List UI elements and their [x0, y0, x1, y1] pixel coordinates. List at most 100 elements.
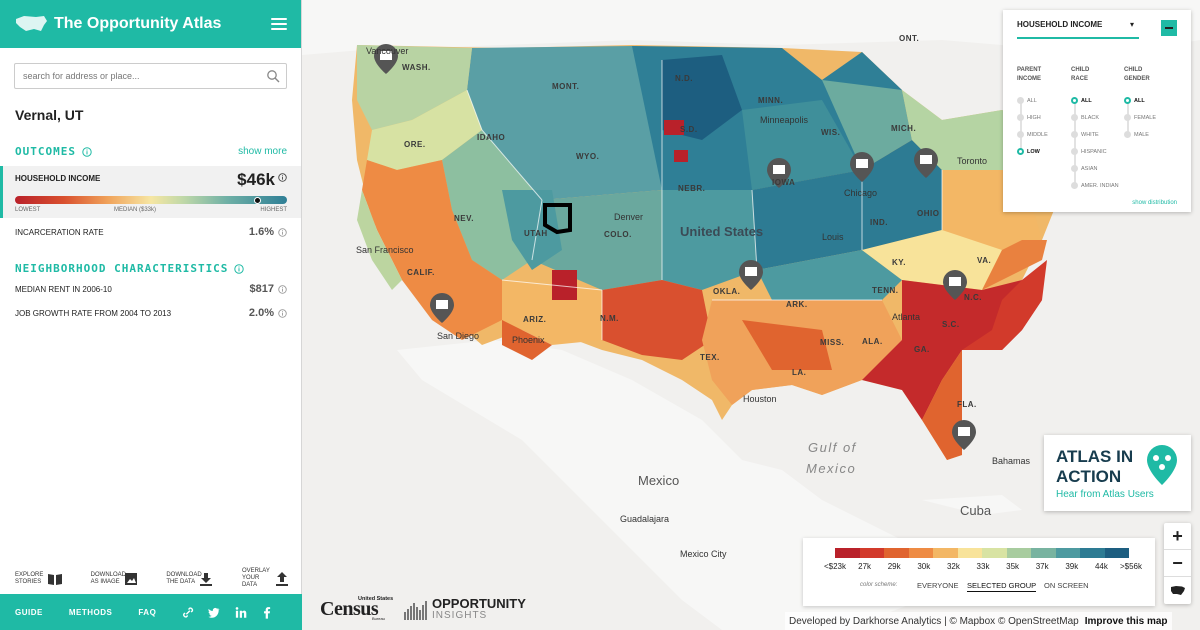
filter-option[interactable]: WHITE — [1071, 130, 1119, 147]
filter-option[interactable]: AMER. INDIAN — [1071, 181, 1119, 198]
country-label: Mexico — [638, 473, 680, 488]
color-scheme-on-screen[interactable]: ON SCREEN — [1044, 581, 1089, 590]
filter-option[interactable]: HISPANIC — [1071, 147, 1119, 164]
filter-option[interactable]: ASIAN — [1071, 164, 1119, 181]
filter-option[interactable]: FEMALE — [1124, 113, 1156, 130]
info-icon[interactable] — [278, 284, 287, 294]
color-scheme-selected-group[interactable]: SELECTED GROUP — [967, 581, 1037, 592]
state-label: IDAHO — [477, 133, 506, 142]
outcome-household-income[interactable]: HOUSEHOLD INCOME $46k LOWEST MEDIAN ($33… — [0, 166, 301, 218]
state-label: ARK. — [786, 300, 808, 309]
info-icon[interactable] — [278, 227, 287, 237]
minimize-panel-button[interactable] — [1161, 20, 1177, 36]
zoom-out-button[interactable]: − — [1164, 550, 1191, 577]
state-label: OKLA. — [713, 287, 741, 296]
legend-swatch — [982, 548, 1007, 558]
facebook-icon[interactable] — [261, 606, 273, 619]
download-data-button[interactable]: DOWNLOAD THE DATA — [166, 568, 214, 589]
explore-stories-button[interactable]: EXPLORE STORIES — [15, 568, 63, 589]
state-label: TEX. — [700, 353, 720, 362]
overlay-data-button[interactable]: OVERLAY YOUR DATA — [242, 568, 290, 589]
filter-option[interactable]: BLACK — [1071, 113, 1119, 130]
guide-link[interactable]: GUIDE — [15, 607, 43, 617]
scale-low-label: LOWEST — [15, 207, 41, 213]
filter-option[interactable]: MIDDLE — [1017, 130, 1048, 147]
state-label: ORE. — [404, 140, 426, 149]
neighborhood-median-rent[interactable]: MEDIAN RENT IN 2006-10 $817 — [15, 277, 287, 301]
state-label: MICH. — [891, 124, 917, 133]
story-pin-icon[interactable] — [430, 293, 454, 323]
faq-link[interactable]: FAQ — [138, 607, 157, 617]
info-icon[interactable] — [234, 263, 245, 274]
info-icon[interactable] — [278, 173, 287, 182]
legend-tick-label: 44k — [1094, 562, 1108, 571]
filter-heading: CHILD GENDER — [1124, 67, 1150, 82]
outcome-incarceration-rate[interactable]: INCARCERATION RATE 1.6% — [15, 220, 287, 244]
linkedin-icon[interactable] — [235, 606, 247, 619]
legend-swatch — [957, 548, 982, 558]
tool-label-line2: AS IMAGE — [90, 578, 120, 585]
search-input[interactable] — [23, 71, 266, 81]
filter-option-selected[interactable]: ALL — [1124, 96, 1156, 113]
outcome-value: $46k — [237, 170, 275, 189]
search-box — [14, 63, 287, 89]
info-icon[interactable] — [278, 308, 287, 318]
filter-option[interactable]: ALL — [1017, 96, 1048, 113]
filter-option-selected[interactable]: ALL — [1071, 96, 1119, 113]
search-icon[interactable] — [266, 69, 280, 83]
story-pin-icon[interactable] — [850, 152, 874, 182]
twitter-icon[interactable] — [208, 606, 220, 619]
parent-income-filter: PARENT INCOME ALL HIGH MIDDLE LOW — [1017, 66, 1048, 164]
state-label: NEBR. — [678, 184, 706, 193]
state-label: WYO. — [576, 152, 600, 161]
tool-label-line1: OVERLAY — [241, 568, 270, 574]
atlas-in-action-card[interactable]: ATLAS IN ACTION Hear from Atlas Users — [1044, 435, 1191, 511]
filter-heading: PARENT INCOME — [1017, 67, 1042, 82]
census-logo-main: Census — [320, 598, 379, 620]
color-scheme-everyone[interactable]: EVERYONE — [917, 581, 959, 590]
filter-track — [1074, 100, 1076, 185]
us-map-icon — [1170, 585, 1185, 595]
story-pin-icon[interactable] — [374, 44, 398, 74]
filter-option[interactable]: MALE — [1124, 130, 1156, 147]
city-label: Minneapolis — [760, 115, 809, 125]
outcome-dropdown[interactable]: HOUSEHOLD INCOME — [1017, 20, 1139, 39]
methods-link[interactable]: METHODS — [68, 607, 113, 617]
location-title: Vernal, UT — [15, 107, 84, 123]
story-pin-icon[interactable] — [952, 420, 976, 450]
city-label: Toronto — [957, 156, 988, 166]
neighborhood-job-growth[interactable]: JOB GROWTH RATE FROM 2004 TO 2013 2.0% — [15, 301, 287, 325]
state-label: N.M. — [600, 314, 619, 323]
outcome-value: 1.6% — [248, 226, 274, 238]
chevron-down-icon[interactable]: ▾ — [1130, 20, 1135, 29]
state-label: N.D. — [675, 74, 693, 83]
story-pin-icon[interactable] — [914, 148, 938, 178]
info-icon[interactable] — [82, 146, 92, 157]
zoom-in-button[interactable]: + — [1164, 523, 1191, 550]
legend-swatch — [1104, 548, 1129, 558]
filter-option-selected[interactable]: LOW — [1017, 147, 1048, 164]
filter-option[interactable]: HIGH — [1017, 113, 1048, 130]
outcome-label: INCARCERATION RATE — [15, 227, 104, 237]
link-icon[interactable] — [182, 606, 194, 619]
download-image-button[interactable]: DOWNLOAD AS IMAGE — [91, 568, 139, 589]
legend-ticks: <$23k 27k 29k 30k 32k 33k 35k 37k 39k 44k >$56k — [821, 562, 1142, 574]
story-pin-icon[interactable] — [767, 158, 791, 188]
hamburger-menu-icon[interactable] — [271, 18, 287, 30]
characteristic-value: $817 — [249, 283, 274, 295]
legend-swatch — [1055, 548, 1080, 558]
tool-label-line1: DOWNLOAD — [166, 571, 202, 578]
opportunity-insights-logo[interactable]: OPPORTUNITY INSIGHTS — [404, 597, 526, 621]
show-more-link[interactable]: show more — [238, 146, 287, 157]
city-label: Guadalajara — [620, 514, 670, 524]
show-distribution-link[interactable]: show distribution — [1132, 200, 1177, 206]
story-pin-icon[interactable] — [943, 270, 967, 300]
tool-label-line1: EXPLORE — [15, 571, 44, 578]
reset-view-button[interactable] — [1164, 577, 1191, 604]
city-label: Chicago — [844, 188, 878, 198]
color-legend: <$23k 27k 29k 30k 32k 33k 35k 37k 39k 44k >$56k co… — [803, 538, 1155, 606]
story-pin-icon[interactable] — [739, 260, 763, 290]
improve-map-link[interactable]: Improve this map — [1084, 615, 1168, 627]
state-label: ARIZ. — [523, 315, 547, 324]
state-label: MONT. — [552, 82, 580, 91]
